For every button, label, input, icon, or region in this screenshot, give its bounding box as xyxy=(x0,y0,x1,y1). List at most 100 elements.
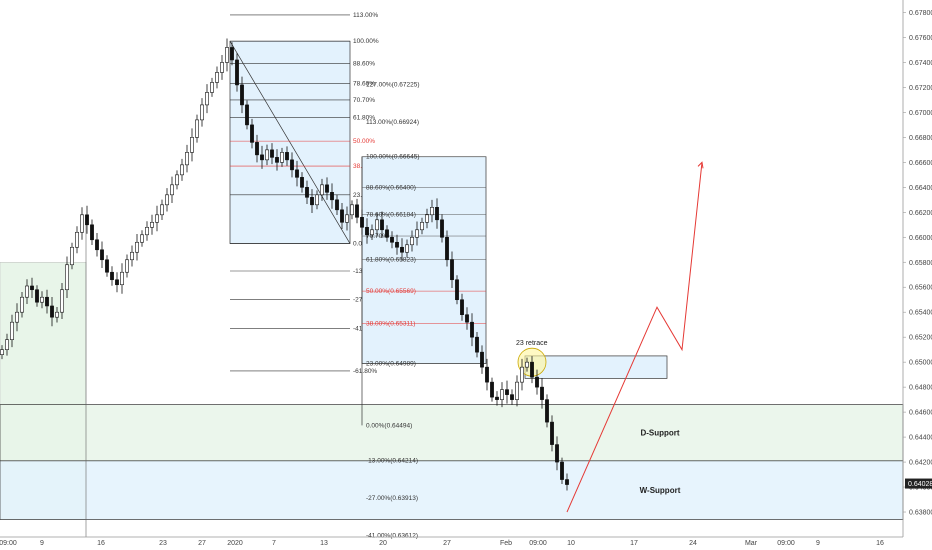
candle-body xyxy=(250,124,254,143)
time-tick-label: 09:00 xyxy=(777,540,795,547)
candle-body xyxy=(480,351,484,368)
candle-body xyxy=(330,192,334,201)
time-tick-label: 09:00 xyxy=(0,540,17,547)
candle-body xyxy=(115,279,119,286)
fib-secondary-label: 100.00%(0.66645) xyxy=(366,154,420,161)
time-tick-label: 10 xyxy=(567,540,575,547)
candle-body xyxy=(25,285,29,298)
candle-body xyxy=(310,197,314,206)
candle-body xyxy=(205,92,209,106)
candle-body xyxy=(195,119,199,138)
candle-body xyxy=(385,229,389,238)
candle-body xyxy=(90,224,94,241)
candle-body xyxy=(540,386,544,400)
candle-body xyxy=(15,311,19,323)
candle-body xyxy=(145,226,149,236)
candle-body xyxy=(165,194,169,206)
price-axis[interactable]: 0.67800 0.67600 0.67400 0.67200 0.67000 0.668… xyxy=(902,0,932,537)
time-tick-label: 16 xyxy=(97,540,105,547)
candle-body xyxy=(10,321,14,340)
candle-body xyxy=(130,251,134,261)
candle-body xyxy=(170,184,174,196)
fib-level-label: 61.80% xyxy=(353,114,375,121)
support-zone xyxy=(0,404,904,462)
fib-secondary-label: -13.00%(0.64214) xyxy=(366,457,418,464)
support-zone-label: W-Support xyxy=(640,486,681,495)
current-price-badge xyxy=(905,478,932,489)
fib-level-label: 70.70% xyxy=(353,97,375,104)
candle-body xyxy=(5,339,9,350)
fib-secondary-label: 70.70% xyxy=(366,233,388,240)
candle-body xyxy=(260,154,264,161)
candle-body xyxy=(465,314,469,323)
candle-body xyxy=(105,259,109,273)
candle-body xyxy=(275,157,279,163)
candle-body xyxy=(270,149,274,158)
candle-body xyxy=(75,231,79,248)
candle-body xyxy=(490,381,494,398)
candle-body xyxy=(255,142,259,156)
candle-body xyxy=(435,207,439,221)
candle-body xyxy=(550,421,554,445)
time-axis[interactable]: 09:00 9 16 23 27 2020 7 13 20 27 Feb 09:00 10 17 24 Mar… xyxy=(0,536,903,547)
time-tick-label: 2020 xyxy=(227,540,243,547)
price-tick-label: 0.65400 xyxy=(909,310,932,317)
candle-body xyxy=(0,349,4,355)
candle-body xyxy=(70,246,74,266)
candle-body xyxy=(240,84,244,106)
candle-body xyxy=(60,289,64,313)
price-tick-label: 0.67800 xyxy=(909,10,932,17)
fib-secondary-label: 38.00%(0.65311) xyxy=(366,320,415,327)
price-tick-label: 0.67200 xyxy=(909,85,932,92)
candle-body xyxy=(510,394,514,400)
time-tick-label: 7 xyxy=(272,540,276,547)
candle-body xyxy=(300,177,304,188)
candle-body xyxy=(375,219,379,231)
candle-body xyxy=(210,82,214,93)
candle-body xyxy=(175,174,179,186)
candle-body xyxy=(150,221,154,228)
retrace-box xyxy=(524,355,668,379)
candle-body xyxy=(415,229,419,238)
retrace-annotation: 23 retrace xyxy=(516,340,548,347)
price-tick-label: 0.65800 xyxy=(909,260,932,267)
candle-body xyxy=(515,381,519,400)
candle-body xyxy=(125,259,129,273)
price-tick-label: 0.64800 xyxy=(909,385,932,392)
support-zone-label: D-Support xyxy=(640,429,679,438)
fib-level-label: 113.00% xyxy=(353,12,378,19)
price-tick-label: 0.67600 xyxy=(909,35,932,42)
candle-body xyxy=(495,396,499,400)
time-tick-label: 16 xyxy=(876,540,884,547)
projection-arrowhead xyxy=(697,161,704,169)
fib-diagonal xyxy=(229,41,351,244)
candle-body xyxy=(305,187,309,198)
candle-body xyxy=(110,271,114,281)
candle-body xyxy=(440,219,444,238)
support-zone xyxy=(0,460,904,520)
price-tick-label: 0.67400 xyxy=(909,60,932,67)
candle-body xyxy=(360,216,364,228)
candle-body xyxy=(30,285,34,291)
price-tick-label: 0.66600 xyxy=(909,160,932,167)
time-tick-label: 20 xyxy=(379,540,387,547)
support-zones: D-Support W-Support xyxy=(0,224,904,537)
candle-body xyxy=(50,305,54,318)
fib-secondary-label: 23.00%(0.64989) xyxy=(366,361,416,368)
fib-secondary-label: 78.60%(0.66184) xyxy=(366,211,416,218)
fibonacci-levels: 113.00% 100.00% 88.60% 78.60% 70.70% 61.80% 50… xyxy=(229,12,668,540)
candle-body xyxy=(225,47,229,63)
candle-body xyxy=(35,289,39,303)
candle-body xyxy=(120,271,124,286)
candle-body xyxy=(340,209,344,223)
candle-body xyxy=(190,137,194,153)
candle-body xyxy=(245,104,249,126)
candle-body xyxy=(135,241,139,253)
candle-body xyxy=(565,479,569,485)
candle-body xyxy=(485,366,489,383)
fib-level-label: 50.00% xyxy=(353,138,375,145)
candle-body xyxy=(215,72,219,83)
projection-path xyxy=(566,161,704,513)
candle-body xyxy=(525,361,529,368)
